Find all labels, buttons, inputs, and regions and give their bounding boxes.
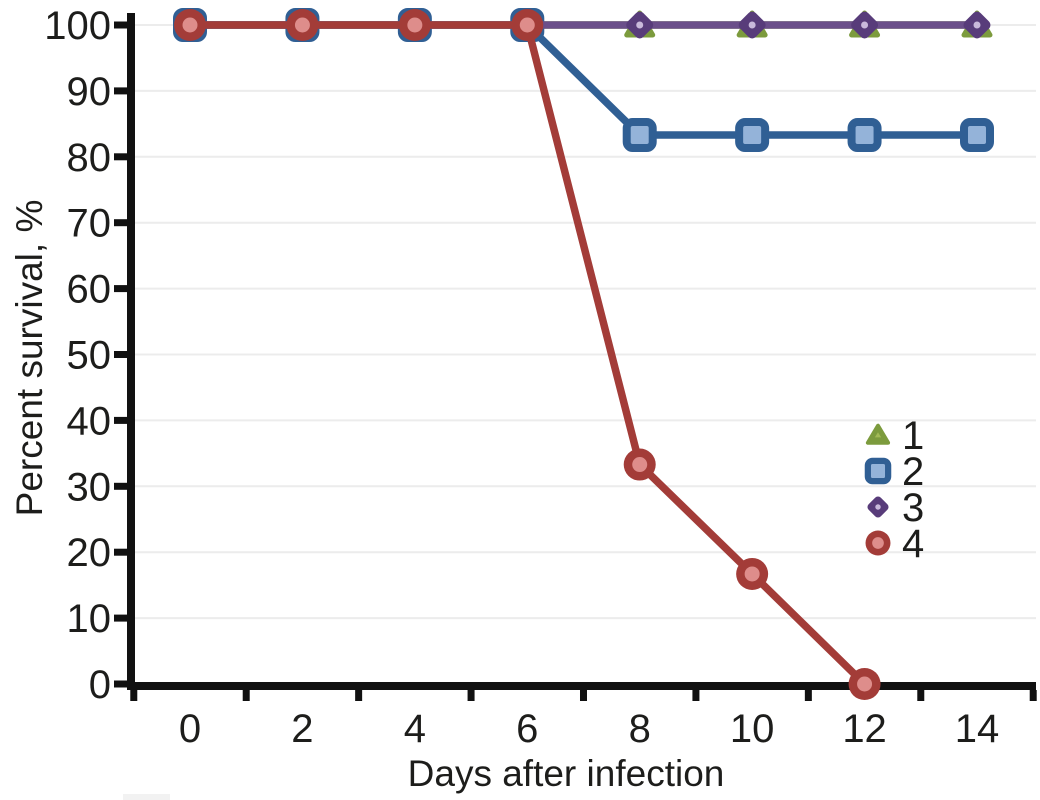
x-tick-label: 6 xyxy=(516,707,538,751)
legend-label-3: 3 xyxy=(902,486,924,530)
legend-marker-3-inner xyxy=(875,504,881,510)
x-tick xyxy=(242,690,250,701)
y-tick-label: 50 xyxy=(67,334,112,378)
y-tick-label: 70 xyxy=(67,202,112,246)
series-3-marker-inner xyxy=(861,21,869,29)
x-tick xyxy=(467,690,475,701)
series-4-marker-inner xyxy=(519,17,535,33)
x-tick xyxy=(692,690,700,701)
y-tick xyxy=(114,416,127,424)
y-tick xyxy=(114,680,127,688)
series-2-marker xyxy=(959,118,994,153)
x-tick-label: 0 xyxy=(179,707,201,751)
y-tick-label: 10 xyxy=(67,597,112,641)
x-tick-label: 14 xyxy=(955,707,1000,751)
y-tick xyxy=(114,87,127,95)
series-3-marker-inner xyxy=(748,21,756,29)
legend-item-2: 2 xyxy=(864,450,924,494)
x-tick xyxy=(355,690,363,701)
legend-label-4: 4 xyxy=(902,522,924,566)
legend-marker-1-inner xyxy=(874,432,882,438)
series-4-marker-inner xyxy=(744,566,760,582)
x-axis-line xyxy=(127,682,1036,690)
x-axis-title: Days after infection xyxy=(408,753,725,794)
y-tick xyxy=(114,548,127,556)
legend-item-4: 4 xyxy=(865,522,924,566)
y-tick xyxy=(114,351,127,358)
y-axis-title: Percent survival, % xyxy=(9,200,50,517)
x-tick xyxy=(804,690,812,701)
series-4-marker-inner xyxy=(407,17,423,33)
y-tick-label: 100 xyxy=(44,4,111,48)
y-tick-label: 90 xyxy=(67,70,112,114)
series-3-marker-inner xyxy=(636,21,644,29)
cropped-artifact xyxy=(123,794,170,800)
legend-item-3: 3 xyxy=(867,486,924,530)
x-tick-label: 12 xyxy=(842,707,887,751)
series-3-marker-inner xyxy=(973,21,981,29)
y-tick-label: 60 xyxy=(67,268,112,312)
series-2-marker xyxy=(847,118,882,153)
y-tick-label: 0 xyxy=(89,663,111,707)
gridlines xyxy=(135,24,1036,685)
series-4-marker-inner xyxy=(294,17,310,33)
legend-label-1: 1 xyxy=(902,414,924,458)
x-tick-label: 8 xyxy=(629,707,651,751)
series-4-marker-inner xyxy=(632,457,648,473)
legend-label-2: 2 xyxy=(902,450,924,494)
y-tick xyxy=(114,482,127,490)
y-tick xyxy=(114,153,127,161)
x-tick-label: 2 xyxy=(291,707,313,751)
series-2-marker xyxy=(622,118,657,153)
y-tick xyxy=(114,285,127,293)
legend-marker-2 xyxy=(864,457,892,485)
x-tick xyxy=(579,690,587,701)
x-tick-label: 10 xyxy=(730,707,775,751)
series-plot xyxy=(173,8,994,700)
x-tick-label: 4 xyxy=(404,707,426,751)
y-tick-label: 30 xyxy=(67,465,112,509)
y-tick xyxy=(114,614,127,622)
series-4-marker-inner xyxy=(857,676,873,692)
y-tick-label: 40 xyxy=(67,399,112,443)
axes xyxy=(114,13,1037,701)
legend-item-1: 1 xyxy=(865,414,924,458)
y-tick-label: 20 xyxy=(67,531,112,575)
y-axis-line xyxy=(127,13,135,690)
legend-marker-4-inner xyxy=(872,537,884,549)
x-tick xyxy=(1029,690,1037,701)
y-tick-label: 80 xyxy=(67,136,112,180)
x-tick xyxy=(130,690,138,701)
x-tick xyxy=(917,690,925,701)
series-4-marker-inner xyxy=(182,17,198,33)
y-tick xyxy=(114,21,127,29)
series-2-marker xyxy=(735,118,770,153)
y-tick xyxy=(114,219,127,227)
